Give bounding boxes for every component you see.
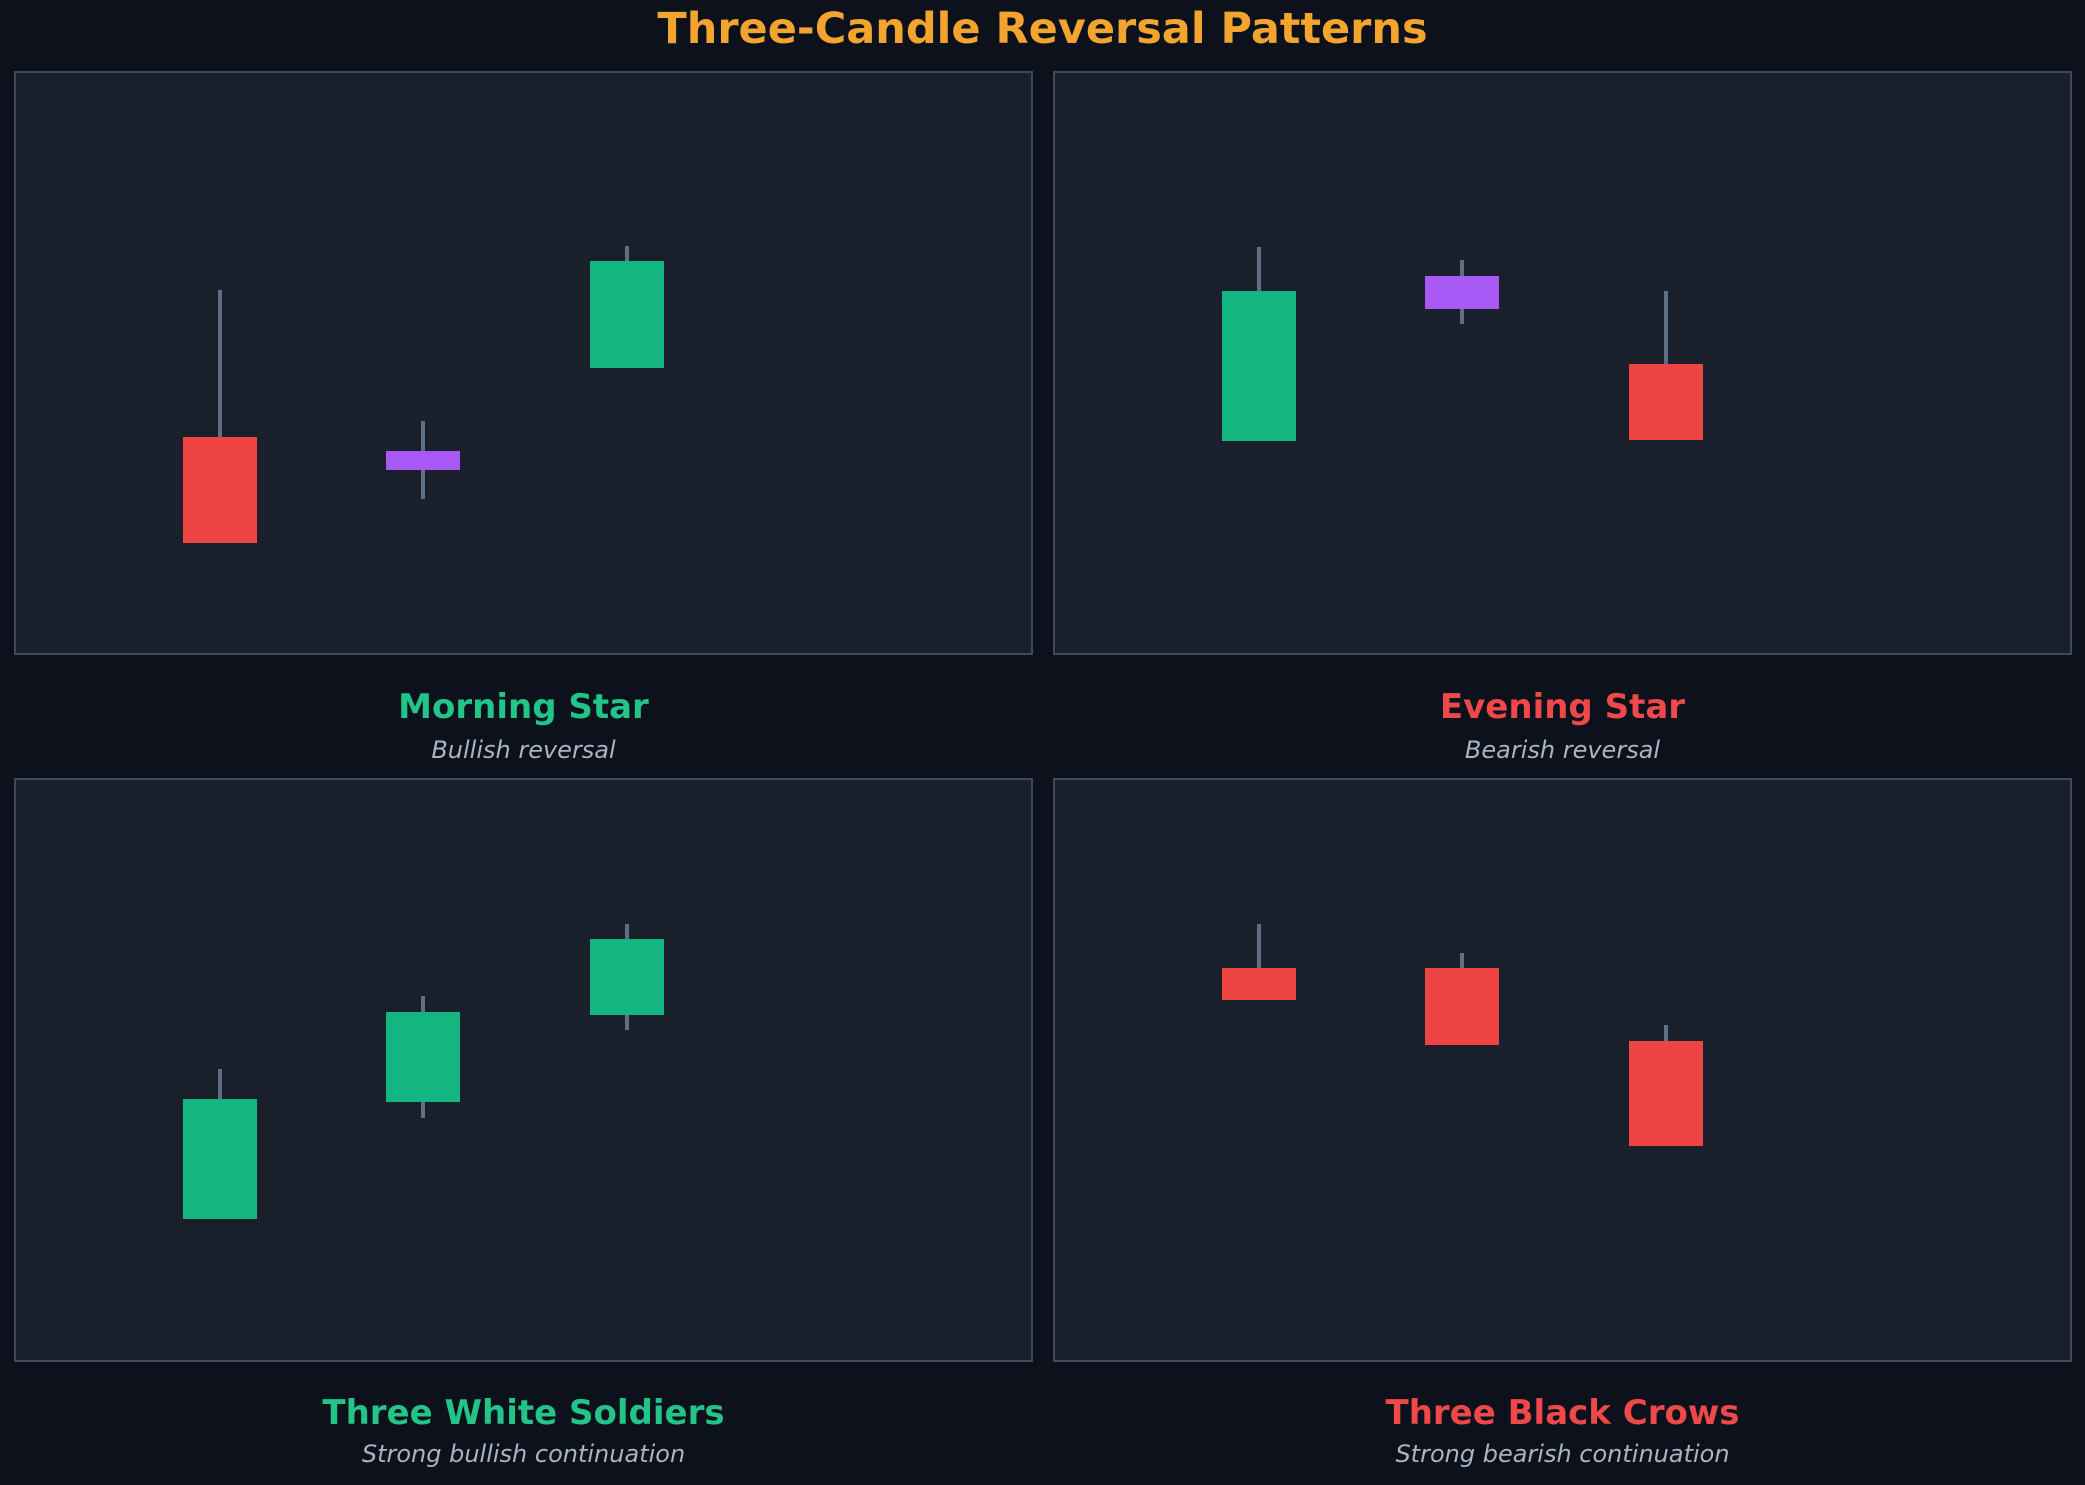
candle-body-bullish [386,1012,460,1102]
candle-wick [218,290,222,437]
pattern-title-three-black-crows: Three Black Crows [1385,1393,1740,1433]
candle-body-bearish-long [183,437,257,543]
candle-body-bullish-long [590,261,664,368]
candle-wick [218,1069,222,1099]
figure-title: Three-Candle Reversal Patterns [657,4,1428,54]
pattern-subtitle-three-white-soldiers: Strong bullish continuation [361,1440,686,1468]
pattern-title-three-white-soldiers: Three White Soldiers [322,1393,725,1433]
candle-body-bearish [1425,968,1499,1045]
candle-body-bullish [590,939,664,1015]
pattern-panel-morning-star [14,71,1033,655]
pattern-title-morning-star: Morning Star [398,687,649,727]
candle-wick [625,246,629,261]
pattern-subtitle-evening-star: Bearish reversal [1464,736,1661,764]
candle-body-bearish [1222,968,1296,1000]
candle-body-bullish-long [1222,291,1296,441]
pattern-panel-three-white-soldiers [14,778,1033,1362]
candle-body-bullish [183,1099,257,1219]
candle-body-bearish-long [1629,364,1703,440]
candle-wick [1257,247,1261,291]
candle-wick [1460,953,1464,968]
pattern-title-evening-star: Evening Star [1439,687,1686,727]
candle-body-doji-star [1425,276,1499,309]
pattern-subtitle-three-black-crows: Strong bearish continuation [1395,1440,1730,1468]
pattern-panel-three-black-crows [1053,778,2072,1362]
candle-wick [1257,924,1261,968]
candle-body-bearish [1629,1041,1703,1146]
candle-wick [1664,291,1668,364]
pattern-subtitle-morning-star: Bullish reversal [431,736,616,764]
pattern-panel-evening-star [1053,71,2072,655]
candle-wick [1664,1025,1668,1041]
candle-body-doji-star [386,451,460,470]
